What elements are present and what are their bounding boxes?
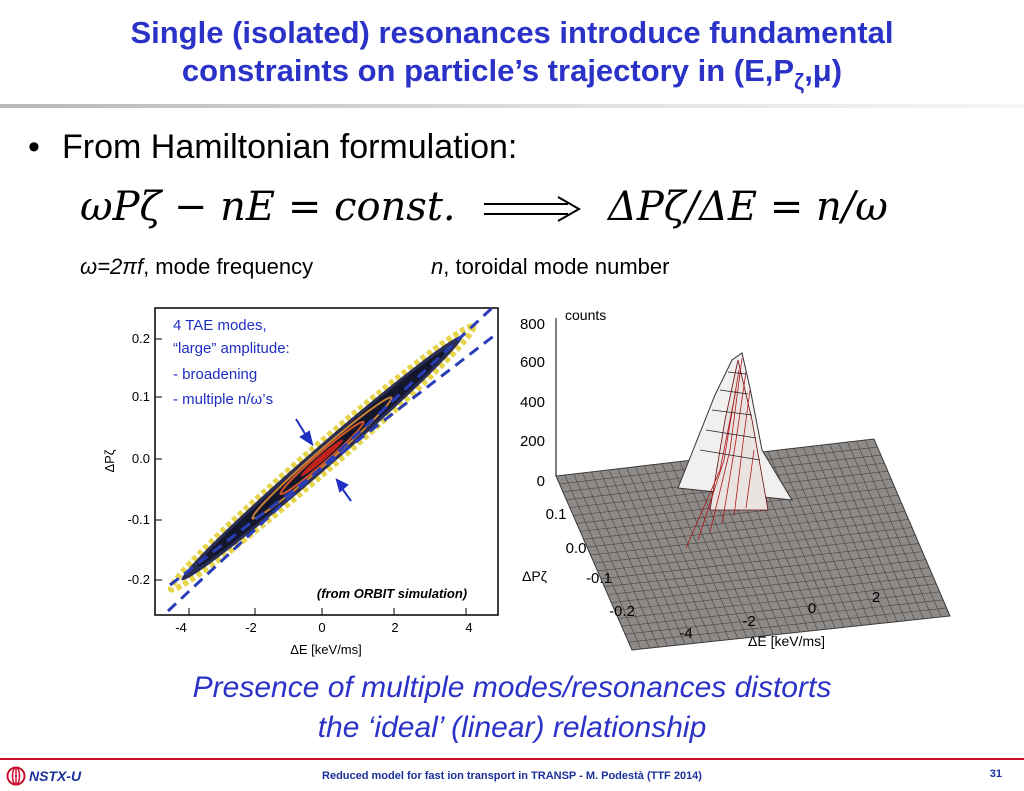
z-tick-labels: 800 600 400 200 0 [520,316,545,490]
grid-line [611,567,930,603]
surface-peak [677,352,793,549]
x-axis-label-3d: ΔE [keV/ms] [748,633,825,649]
y-tick-label: 0.2 [132,331,150,346]
surface-plot: 800 600 400 200 0 counts 0.1 0.0 -0.1 -0… [510,300,960,660]
conclusion-line2: the ‘ideal’ (linear) relationship [317,711,707,744]
title-divider [0,104,1024,108]
grid-line [583,503,902,540]
x-tick-label: 0 [318,620,325,635]
footer-logo: NSTX-U [6,766,81,786]
y-tick-label: -0.1 [128,512,150,527]
equation-ratio: ΔPζ/ΔE = n/ω [608,184,888,230]
y-tick-label-3d: 0.1 [546,506,567,523]
y-tick-label-3d: -0.1 [586,570,612,587]
page-number: 31 [989,768,1002,780]
z-tick-label: 600 [520,354,545,371]
slide-title-line1: Single (isolated) resonances introduce f… [130,15,894,50]
grid-line [587,511,906,548]
resonance-line-upper [166,308,494,613]
z-tick-label: 800 [520,316,545,333]
z-tick-label: 200 [520,433,545,450]
x-tick-labels-3d: -4 -2 0 2 [679,589,880,642]
peak-contour [300,439,344,477]
grid-line [580,495,899,532]
grid-line [621,591,940,627]
nstx-logo-icon [6,766,26,786]
y-axis-label: ΔPζ [102,449,117,472]
x-axis-label: ΔE [keV/ms] [290,642,362,657]
annotation-line: - multiple n/ω’s [173,391,273,408]
y-axis-ticks [155,338,467,615]
y-tick-label: -0.2 [128,572,150,587]
grid-line [597,535,916,572]
z-tick-label: 400 [520,394,545,411]
bullet-text: From Hamiltonian formulation: [62,128,518,166]
footer-text: Reduced model for fast ion transport in … [322,770,702,782]
bullet-item: • From Hamiltonian formulation: [28,128,517,167]
x-tick-label: -2 [245,620,257,635]
grid-line [625,599,944,635]
x-tick-labels: -4 -2 0 2 4 [175,620,472,635]
annotation-line: “large” amplitude: [173,340,290,357]
implies-arrow-icon [484,196,582,222]
annotation-line: - broadening [173,366,257,383]
grid-line [593,527,913,564]
slide-title: Single (isolated) resonances introduce f… [0,14,1024,94]
annotation-line: 4 TAE modes, [173,317,267,334]
y-tick-label: 0.0 [132,451,150,466]
inner-contour [279,420,365,496]
y-tick-label: 0.1 [132,389,150,404]
grid-line [614,575,933,611]
scatter-points [166,308,496,613]
y-tick-labels: 0.2 0.1 0.0 -0.1 -0.2 [128,331,150,587]
y-tick-label-3d: -0.2 [609,603,635,620]
grid-line [618,583,937,619]
x-tick-label-3d: -2 [742,613,755,630]
x-tick-label: 4 [465,620,472,635]
grid-line [604,551,923,588]
x-tick-label: -4 [175,620,187,635]
slide-title-line2: constraints on particle’s trajectory in … [181,53,843,94]
footer-divider [0,758,1024,760]
annotation-arrows [295,418,352,502]
z-tick-label: 0 [537,473,545,490]
x-tick-label-3d: -4 [679,625,692,642]
y-tick-labels-3d: 0.1 0.0 -0.1 -0.2 [546,506,635,620]
equation-conservation: ωPζ − nE = const. [80,184,456,230]
x-tick-label: 2 [391,620,398,635]
grid-line [628,607,947,643]
grid-line [600,543,919,580]
x-tick-label-3d: 0 [808,600,816,617]
y-axis-label-3d: ΔPζ [522,568,547,584]
footer-logo-text: NSTX-U [29,768,82,784]
bullet-dot: • [28,128,40,166]
source-label: (from ORBIT simulation) [317,586,467,601]
conclusion-line1: Presence of multiple modes/resonances di… [192,671,832,704]
definition-n: n, toroidal mode number [431,254,670,279]
x-tick-label-3d: 2 [872,589,880,606]
grid-line [607,559,926,595]
grid-line [590,519,909,556]
scatter-plot: 0.2 0.1 0.0 -0.1 -0.2 -4 -2 0 2 4 ΔE [ke… [102,307,499,657]
y-tick-label-3d: 0.0 [566,540,587,557]
z-axis-label: counts [565,307,606,323]
definition-omega: ω=2πf, mode frequency [80,254,314,279]
scatter-annotation: 4 TAE modes, “large” amplitude: - broade… [173,317,290,408]
resonance-line-lower [169,333,496,587]
